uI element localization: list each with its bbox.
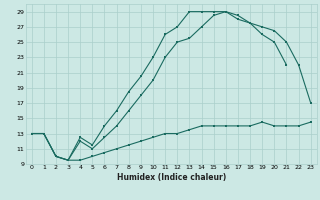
X-axis label: Humidex (Indice chaleur): Humidex (Indice chaleur) bbox=[116, 173, 226, 182]
